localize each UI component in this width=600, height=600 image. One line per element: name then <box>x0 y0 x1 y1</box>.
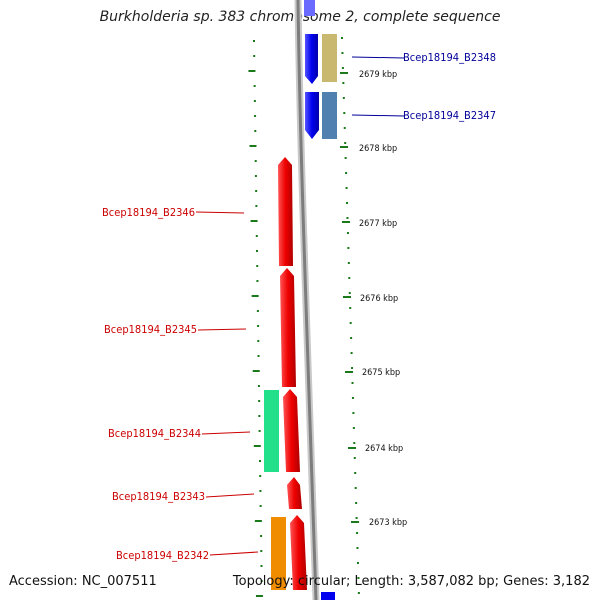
right-tick-guide <box>341 37 360 594</box>
leader-b2342 <box>209 551 259 556</box>
left-tick-guide <box>248 40 263 597</box>
accession-text: Accession: NC_007511 <box>9 574 157 589</box>
gene-label-b2348[interactable]: Bcep18194_B2348 <box>403 51 496 64</box>
leader-b2344 <box>201 431 251 435</box>
tick-label-2677: 2677 kbp <box>359 219 397 229</box>
gene-arrow-b2348[interactable] <box>305 34 318 84</box>
gene-arrow-b2344[interactable] <box>283 389 300 472</box>
leader-b2343 <box>205 493 255 498</box>
gene-track-b2348[interactable] <box>322 34 337 82</box>
gene-track-b2347[interactable] <box>322 92 337 139</box>
gene-arrow-b2343[interactable] <box>287 477 302 509</box>
blue-gene-fragment-bottom <box>321 592 335 600</box>
leader-b2348 <box>351 56 405 59</box>
gene-arrow-b2347[interactable] <box>305 92 319 139</box>
leader-b2346 <box>195 211 245 214</box>
gene-track-b2344[interactable] <box>264 390 279 472</box>
tick-label-2673: 2673 kbp <box>369 518 407 528</box>
leader-b2347 <box>351 114 405 117</box>
blue-gene-fragment-top <box>304 0 315 16</box>
tick-label-2675: 2675 kbp <box>362 368 400 378</box>
tick-label-2674: 2674 kbp <box>365 444 403 454</box>
gene-label-b2342[interactable]: Bcep18194_B2342 <box>116 549 209 562</box>
gene-arrow-b2342[interactable] <box>290 515 307 590</box>
leader-b2345 <box>197 328 247 331</box>
gene-label-b2343[interactable]: Bcep18194_B2343 <box>112 490 205 503</box>
gene-label-b2347[interactable]: Bcep18194_B2347 <box>403 109 496 122</box>
gene-arrow-b2346[interactable] <box>278 157 293 266</box>
tick-label-2676: 2676 kbp <box>360 294 398 304</box>
topology-summary-text: Topology: circular; Length: 3,587,082 bp… <box>232 574 590 589</box>
tick-label-2679: 2679 kbp <box>359 70 397 80</box>
gene-arrow-b2345[interactable] <box>280 268 296 387</box>
gene-track-b2342[interactable] <box>271 517 286 590</box>
gene-label-b2346[interactable]: Bcep18194_B2346 <box>102 206 195 219</box>
gene-label-b2344[interactable]: Bcep18194_B2344 <box>108 427 201 440</box>
gene-label-b2345[interactable]: Bcep18194_B2345 <box>104 323 197 336</box>
chromosome-backbone-core <box>296 0 318 600</box>
tick-label-2678: 2678 kbp <box>359 144 397 154</box>
